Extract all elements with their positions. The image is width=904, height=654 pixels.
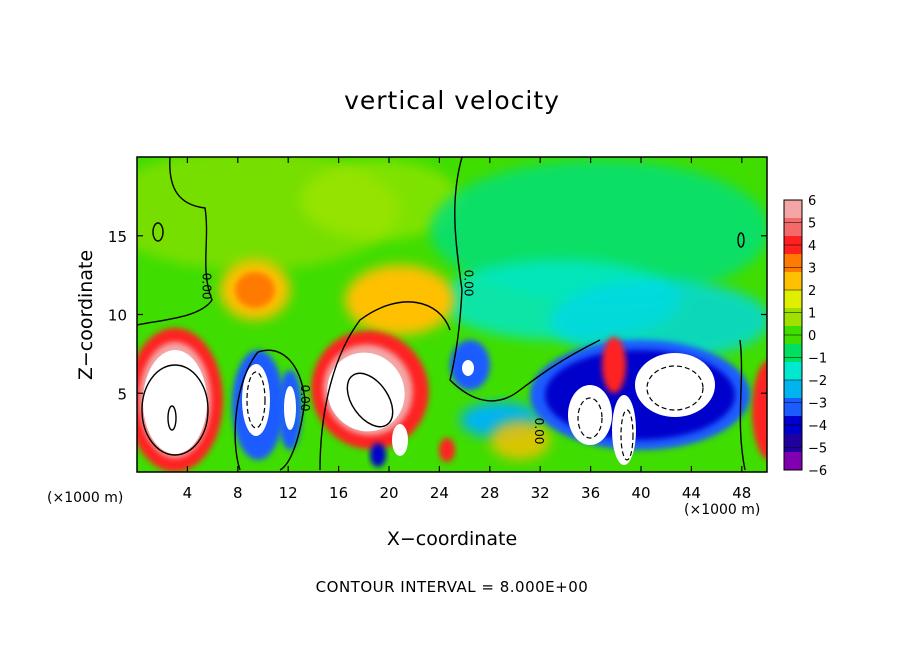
contour-lines-negative (246, 365, 704, 461)
colorbar-swatch (784, 344, 802, 363)
colorbar-swatch (784, 254, 802, 273)
colorbar-label: −2 (808, 374, 827, 389)
contour-label: 0.00 (298, 385, 312, 412)
contour-label: 0.00 (200, 273, 214, 300)
colorbar-label: −6 (808, 464, 827, 479)
x-tick-label: 12 (279, 484, 298, 502)
colorbar-label: −1 (808, 352, 827, 367)
contour-interval-note: CONTOUR INTERVAL = 8.000E+00 (315, 578, 589, 596)
x-tick-label: 16 (329, 484, 348, 502)
y-axis: 5 10 15 (108, 228, 767, 403)
contour-label-group: 0.00 0.00 0.00 0.00 (200, 270, 547, 445)
x-tick-label: 4 (183, 484, 193, 502)
colorbar-label: −5 (808, 442, 827, 457)
x-tick-label: 20 (379, 484, 398, 502)
colorbar-label: 6 (808, 194, 816, 209)
x-tick-label: 28 (480, 484, 499, 502)
colorbar-label: −3 (808, 397, 827, 412)
x-unit-label: (×1000 m) (684, 502, 761, 518)
y-axis-label: Z−coordinate (75, 249, 97, 381)
colorbar-label: −4 (808, 419, 827, 434)
colorbar-swatch (784, 290, 802, 309)
colorbar-swatch (784, 452, 802, 471)
colorbar-swatch (784, 398, 802, 417)
x-tick-label: 24 (430, 484, 449, 502)
colorbar-label: 3 (808, 262, 816, 277)
colorbar-swatch (784, 362, 802, 381)
y-tick-label: 10 (108, 307, 127, 325)
x-axis: 4 8 12 16 20 24 28 32 36 40 44 48 (183, 157, 751, 502)
x-axis-label: X−coordinate (386, 528, 518, 550)
colorbar-label: 4 (808, 239, 816, 254)
x-tick-label: 32 (531, 484, 550, 502)
contour-label: 0.00 (532, 418, 546, 445)
y-unit-label: (×1000 m) (47, 490, 124, 506)
contour-label: 0.00 (462, 270, 476, 297)
colorbar-swatch (784, 272, 802, 291)
chart-title: vertical velocity (344, 86, 560, 115)
colorbar-swatch (784, 218, 802, 237)
colorbar-swatch (784, 434, 802, 453)
contour-lines (137, 157, 746, 471)
colorbar-label: 2 (808, 284, 816, 299)
colorbar-label: 5 (808, 217, 816, 232)
colorbar-swatch (784, 380, 802, 399)
velocity-field (137, 157, 767, 472)
x-tick-label: 44 (682, 484, 701, 502)
y-tick-label: 15 (108, 228, 127, 246)
colorbar: 6 5 4 3 2 1 0 −1 −2 −3 −4 −5 −6 (783, 194, 827, 479)
colorbar-label: 1 (808, 307, 816, 322)
x-tick-label: 40 (631, 484, 650, 502)
colorbar-swatch (784, 200, 802, 219)
colorbar-label: 0 (808, 329, 816, 344)
y-tick-label: 5 (117, 385, 127, 403)
x-tick-label: 48 (732, 484, 751, 502)
colorbar-swatch (784, 308, 802, 327)
x-tick-label: 8 (233, 484, 243, 502)
x-tick-label: 36 (581, 484, 600, 502)
